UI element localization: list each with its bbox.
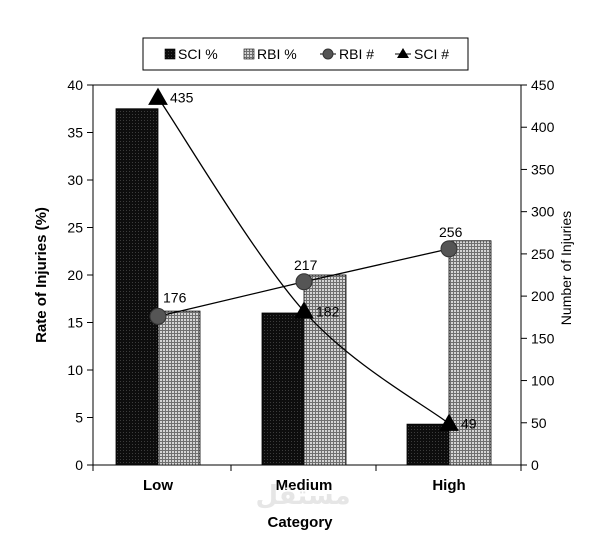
bar-sci-percent	[406, 423, 450, 466]
bar-rbi-percent	[303, 274, 347, 466]
y-tick-label: 40	[67, 77, 83, 93]
lines-group: 176 217 256 435 182 49	[148, 87, 477, 432]
y2-tick-label: 250	[531, 246, 555, 262]
sci-count-label: 49	[461, 416, 477, 432]
x-axis: Low Medium High	[92, 465, 522, 494]
y-tick-label: 35	[67, 125, 83, 141]
y-tick-label: 30	[67, 172, 83, 188]
x-category-label: High	[432, 477, 465, 494]
y2-axis-title: Number of Injuries	[558, 211, 574, 325]
sci-count-label: 435	[170, 90, 194, 106]
y2-tick-label: 200	[531, 288, 555, 304]
rbi-count-marker	[440, 240, 458, 258]
y-axis-left: 0 5 10 15 20 25 30 35 40	[67, 77, 93, 473]
rbi-count-marker	[295, 273, 313, 291]
bar-rbi-percent	[448, 240, 492, 466]
y-tick-label: 15	[67, 315, 83, 331]
y2-tick-label: 150	[531, 330, 555, 346]
y-axis-right: 0 50 100 150 200 250 300 350 400 450	[521, 77, 555, 473]
legend-sci-count-marker	[397, 48, 409, 58]
y2-tick-label: 400	[531, 119, 555, 135]
y-axis-title: Rate of Injuries (%)	[33, 207, 50, 343]
y2-tick-label: 450	[531, 77, 555, 93]
y-tick-label: 0	[75, 457, 83, 473]
legend: SCI % RBI % RBI # SCI #	[164, 46, 449, 62]
legend-box	[142, 37, 469, 71]
bar-sci-percent	[261, 312, 305, 466]
y2-tick-label: 100	[531, 373, 555, 389]
y-tick-label: 20	[67, 267, 83, 283]
sci-count-marker	[294, 301, 314, 319]
y-tick-label: 5	[75, 410, 83, 426]
sci-count-label: 182	[316, 303, 340, 319]
legend-sci-percent-label: SCI %	[178, 46, 218, 62]
x-category-label: Medium	[276, 477, 333, 494]
legend-rbi-percent-label: RBI %	[257, 46, 297, 62]
watermark-logo: مستقل	[255, 480, 350, 510]
y2-tick-label: 300	[531, 204, 555, 220]
rbi-count-label: 217	[294, 257, 318, 273]
bar-sci-percent	[115, 108, 159, 466]
legend-sci-count-label: SCI #	[414, 46, 449, 62]
x-axis-title: Category	[267, 514, 333, 531]
rbi-count-label: 176	[163, 289, 187, 305]
sci-count-marker	[148, 87, 168, 105]
bars-group	[115, 108, 492, 466]
y2-tick-label: 350	[531, 161, 555, 177]
legend-rbi-count-marker	[322, 48, 334, 60]
rbi-count-label: 256	[439, 224, 463, 240]
legend-rbi-count-label: RBI #	[339, 46, 374, 62]
y2-tick-label: 0	[531, 457, 539, 473]
sci-count-marker	[439, 413, 459, 431]
legend-rbi-percent-swatch	[243, 48, 255, 60]
y-tick-label: 10	[67, 362, 83, 378]
y2-tick-label: 50	[531, 415, 547, 431]
rbi-count-marker	[149, 307, 167, 325]
legend-sci-percent-swatch	[164, 48, 176, 60]
y-tick-label: 25	[67, 220, 83, 236]
sci-count-line	[157, 97, 450, 425]
x-category-label: Low	[143, 477, 173, 494]
bar-rbi-percent	[157, 310, 201, 466]
